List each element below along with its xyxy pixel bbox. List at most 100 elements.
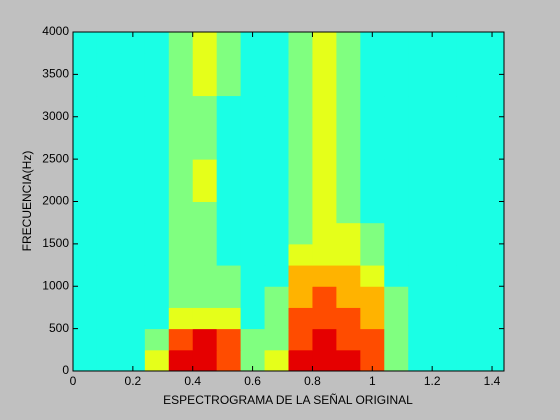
spectrogram-cell bbox=[312, 222, 337, 245]
spectrogram-cell bbox=[312, 286, 337, 308]
spectrogram-cell bbox=[144, 222, 170, 245]
spectrogram-cell bbox=[408, 137, 433, 160]
spectrogram-cell bbox=[384, 286, 409, 308]
spectrogram-cell bbox=[432, 222, 457, 245]
spectrogram-cell bbox=[384, 328, 409, 351]
spectrogram-cell bbox=[264, 137, 289, 160]
spectrogram-cell bbox=[312, 95, 337, 118]
spectrogram-cell bbox=[264, 243, 289, 266]
spectrogram-cell bbox=[192, 32, 218, 54]
spectrogram-cell bbox=[192, 95, 218, 118]
spectrogram-cell bbox=[240, 137, 266, 160]
spectrogram-cell bbox=[408, 116, 433, 139]
x-tick-label: 1.4 bbox=[484, 374, 501, 388]
spectrogram-cell bbox=[168, 32, 194, 54]
spectrogram-cell bbox=[312, 201, 337, 224]
spectrogram-cell bbox=[192, 137, 218, 160]
spectrogram-cell bbox=[480, 328, 505, 351]
spectrogram-cell bbox=[96, 32, 122, 54]
spectrogram-cell bbox=[240, 74, 266, 97]
spectrogram-cell bbox=[432, 286, 457, 308]
spectrogram-cell bbox=[288, 243, 313, 266]
spectrogram-cell bbox=[120, 53, 146, 75]
x-tick-label: 0.2 bbox=[125, 374, 142, 388]
spectrogram-cell bbox=[144, 116, 170, 139]
spectrogram-cell bbox=[192, 180, 218, 202]
spectrogram-cell bbox=[96, 307, 122, 330]
spectrogram-cell bbox=[96, 116, 122, 139]
spectrogram-cell bbox=[384, 265, 409, 287]
spectrogram-cell bbox=[120, 265, 146, 287]
spectrogram-cell bbox=[264, 349, 289, 372]
spectrogram-cell bbox=[336, 32, 361, 54]
spectrogram-cell bbox=[384, 74, 409, 97]
spectrogram-cell bbox=[168, 137, 194, 160]
spectrogram-cell bbox=[264, 116, 289, 139]
spectrogram-cell bbox=[264, 95, 289, 118]
spectrogram-cell bbox=[456, 53, 481, 75]
spectrogram-cell bbox=[432, 265, 457, 287]
spectrogram-cell bbox=[408, 180, 433, 202]
spectrogram-cell bbox=[168, 349, 194, 372]
spectrogram-cell bbox=[73, 53, 98, 75]
spectrogram-cell bbox=[96, 74, 122, 97]
spectrogram-cell bbox=[408, 307, 433, 330]
spectrogram-cell bbox=[432, 328, 457, 351]
spectrogram-cell bbox=[96, 286, 122, 308]
spectrogram-cell bbox=[432, 349, 457, 372]
x-tick-label: 1 bbox=[369, 374, 376, 388]
spectrogram-cell bbox=[264, 201, 289, 224]
spectrogram-cell bbox=[168, 328, 194, 351]
spectrogram-cell bbox=[216, 137, 242, 160]
spectrogram-cell bbox=[408, 32, 433, 54]
spectrogram-cell bbox=[336, 201, 361, 224]
spectrogram-cell bbox=[408, 265, 433, 287]
spectrogram-cell bbox=[240, 116, 266, 139]
spectrogram-cell bbox=[240, 349, 266, 372]
spectrogram-cell bbox=[480, 74, 505, 97]
x-tick-label: 0.4 bbox=[184, 374, 201, 388]
spectrogram-cell bbox=[192, 307, 218, 330]
x-axis-label: ESPECTROGRAMA DE LA SEÑAL ORIGINAL bbox=[163, 393, 413, 407]
spectrogram-cell bbox=[73, 180, 98, 202]
spectrogram-cell bbox=[456, 32, 481, 54]
spectrogram-cell bbox=[192, 74, 218, 97]
spectrogram-cell bbox=[312, 243, 337, 266]
y-tick-label: 1000 bbox=[42, 278, 69, 292]
y-tick-label: 500 bbox=[49, 321, 69, 335]
y-tick-label: 2500 bbox=[42, 151, 69, 165]
spectrogram-cell bbox=[120, 74, 146, 97]
spectrogram-cell bbox=[240, 32, 266, 54]
spectrogram-cell bbox=[456, 74, 481, 97]
spectrogram-cell bbox=[432, 307, 457, 330]
spectrogram-cell bbox=[288, 32, 313, 54]
spectrogram-cell bbox=[168, 201, 194, 224]
spectrogram-cell bbox=[216, 32, 242, 54]
spectrogram-cell bbox=[264, 328, 289, 351]
spectrogram-cell bbox=[480, 201, 505, 224]
y-tick-label: 2000 bbox=[42, 194, 69, 208]
spectrogram-cell bbox=[168, 222, 194, 245]
spectrogram-cell bbox=[288, 116, 313, 139]
spectrogram-cell bbox=[432, 243, 457, 266]
spectrogram-cell bbox=[480, 116, 505, 139]
spectrogram-cell bbox=[288, 95, 313, 118]
spectrogram-cell bbox=[96, 328, 122, 351]
spectrogram-cell bbox=[312, 265, 337, 287]
spectrogram-cell bbox=[168, 286, 194, 308]
spectrogram-cell bbox=[312, 159, 337, 181]
spectrogram-cell bbox=[456, 328, 481, 351]
spectrogram-cell bbox=[480, 349, 505, 372]
spectrogram-cell bbox=[336, 222, 361, 245]
spectrogram-cell bbox=[168, 243, 194, 266]
spectrogram-cell bbox=[288, 201, 313, 224]
spectrogram-cell bbox=[73, 243, 98, 266]
x-tick-label: 0.6 bbox=[244, 374, 261, 388]
spectrogram-cell bbox=[432, 95, 457, 118]
spectrogram-cell bbox=[240, 286, 266, 308]
spectrogram-cell bbox=[264, 307, 289, 330]
spectrogram-cell bbox=[336, 180, 361, 202]
spectrogram-cell bbox=[216, 307, 242, 330]
spectrogram-cell bbox=[216, 74, 242, 97]
spectrogram-cell bbox=[432, 201, 457, 224]
